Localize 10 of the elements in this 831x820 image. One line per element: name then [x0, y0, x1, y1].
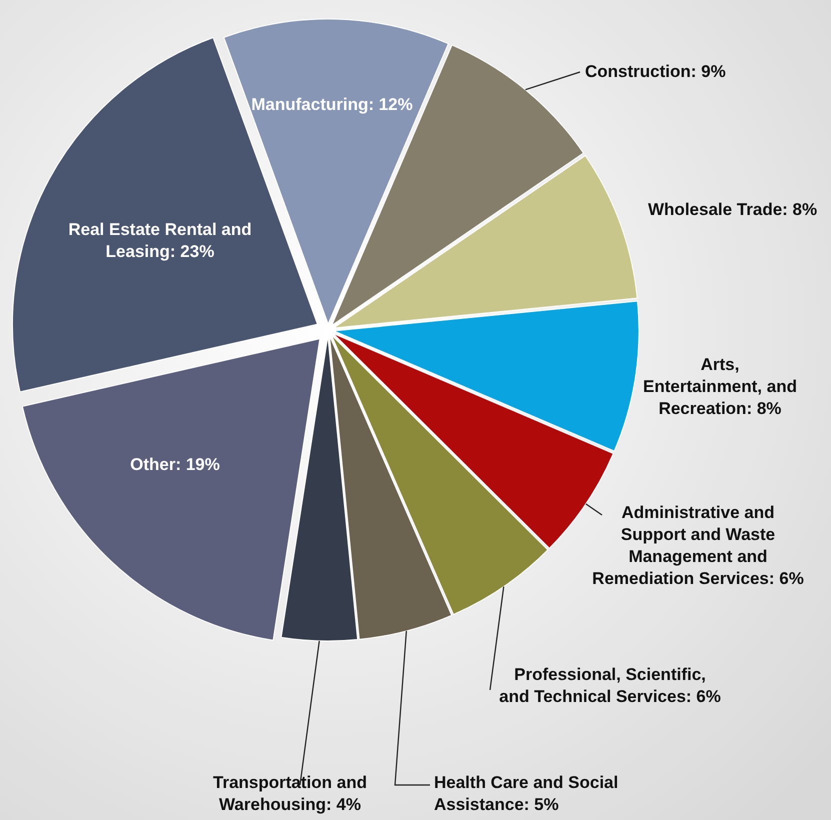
slice-label: Other: 19%: [130, 455, 220, 474]
slice-label: Professional, Scientific, and Technical Services: 6%: [499, 665, 721, 706]
slice-label: Transportation and Warehousing: 4%: [213, 773, 367, 814]
slice-label: Health Care and Social Assistance: 5%: [434, 773, 618, 814]
slice-label: Construction: 9%: [585, 62, 726, 81]
slice-label: Arts, Entertainment, and Recreation: 8%: [643, 355, 797, 418]
slice-label: Real Estate Rental and Leasing: 23%: [68, 220, 252, 261]
slice-label: Wholesale Trade: 8%: [648, 200, 818, 219]
slice-label: Manufacturing: 12%: [251, 95, 413, 114]
slice-label: Administrative and Support and Waste Management and Remediation Services: 6%: [592, 503, 804, 588]
